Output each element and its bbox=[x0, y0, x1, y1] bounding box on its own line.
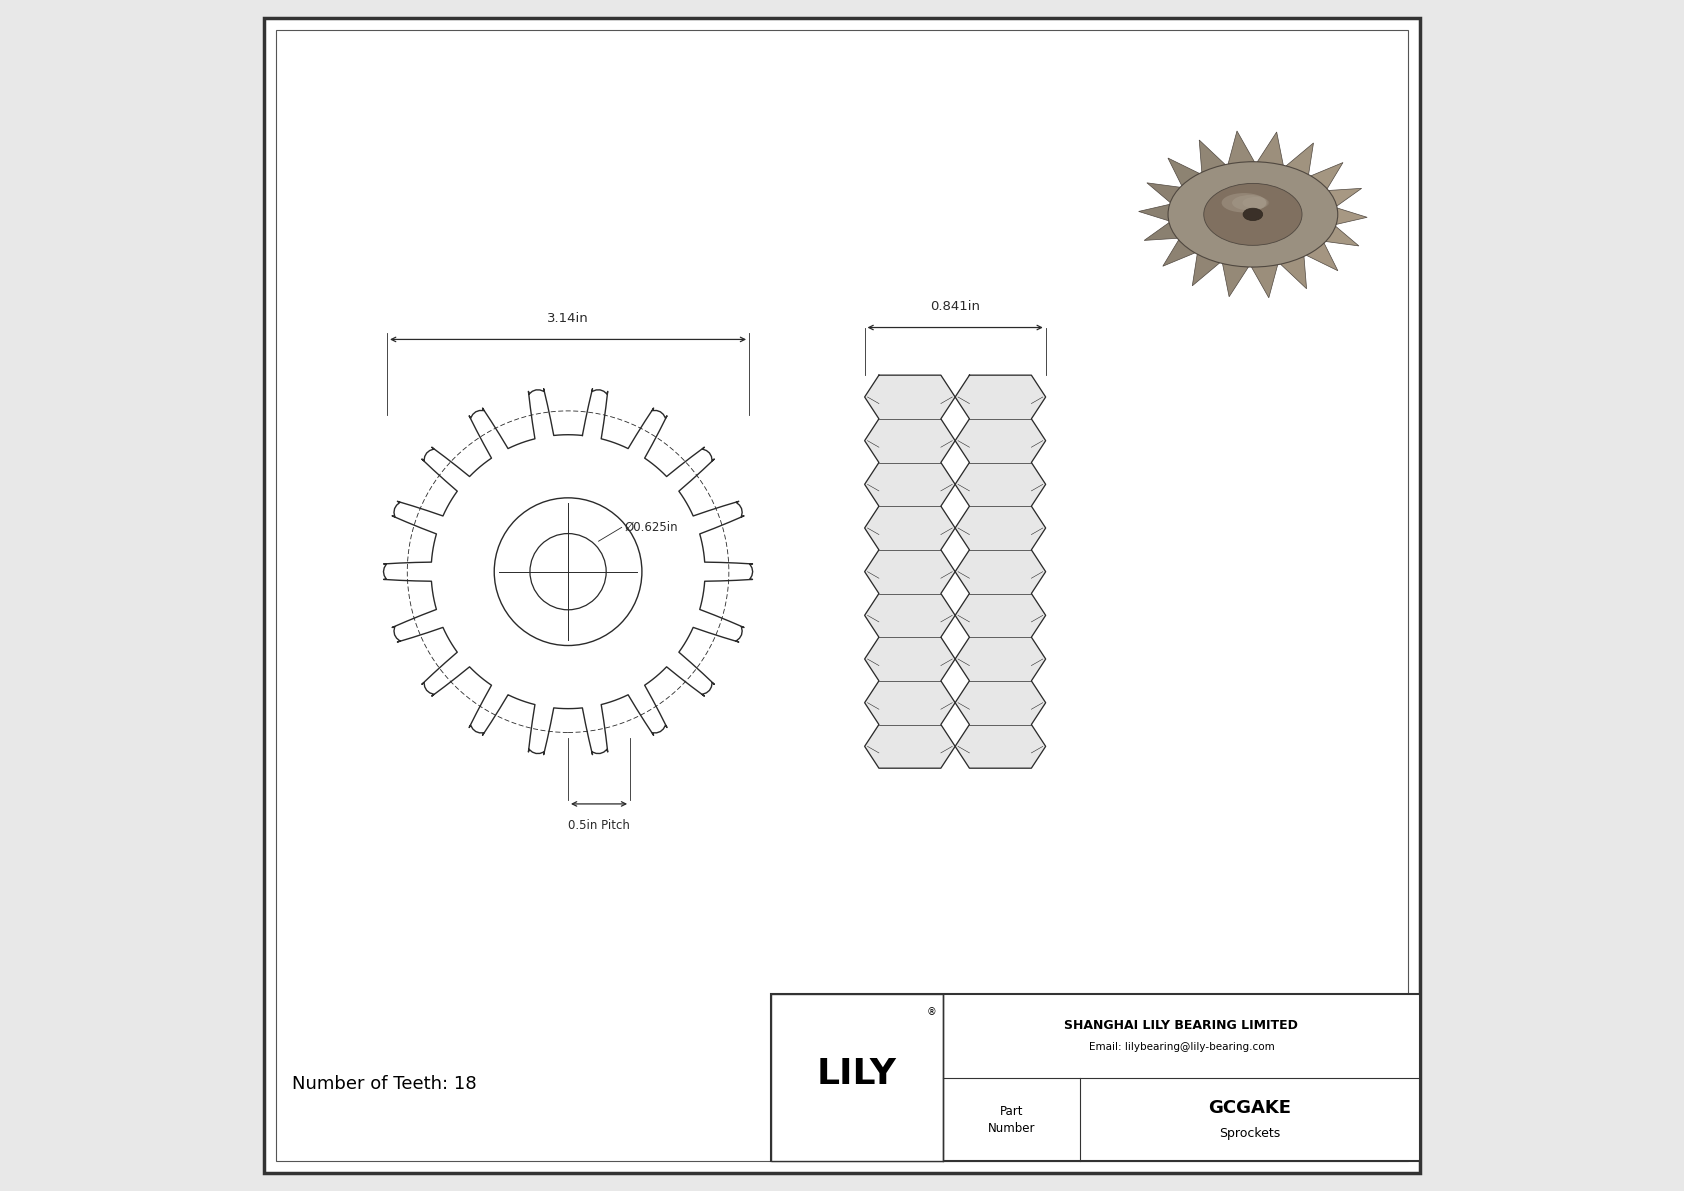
Text: Part
Number: Part Number bbox=[989, 1104, 1036, 1135]
Text: Ø0.625in: Ø0.625in bbox=[625, 520, 677, 534]
Polygon shape bbox=[1251, 264, 1278, 298]
Ellipse shape bbox=[1243, 197, 1270, 208]
Polygon shape bbox=[1280, 256, 1307, 288]
Polygon shape bbox=[1329, 188, 1362, 206]
Polygon shape bbox=[1325, 226, 1359, 245]
Polygon shape bbox=[1307, 243, 1337, 270]
Polygon shape bbox=[1143, 223, 1177, 241]
Polygon shape bbox=[955, 375, 1046, 768]
Polygon shape bbox=[1147, 183, 1180, 202]
Polygon shape bbox=[1258, 132, 1283, 166]
Polygon shape bbox=[1223, 263, 1248, 297]
Polygon shape bbox=[1162, 239, 1196, 267]
Polygon shape bbox=[1192, 254, 1219, 286]
Polygon shape bbox=[864, 375, 955, 768]
Ellipse shape bbox=[1233, 195, 1268, 211]
Polygon shape bbox=[1310, 162, 1344, 189]
Ellipse shape bbox=[1204, 183, 1302, 245]
Text: 0.841in: 0.841in bbox=[930, 300, 980, 313]
Text: Sprockets: Sprockets bbox=[1219, 1128, 1280, 1140]
Ellipse shape bbox=[1221, 193, 1266, 212]
Text: GCGAKE: GCGAKE bbox=[1209, 1098, 1292, 1117]
Text: Number of Teeth: 18: Number of Teeth: 18 bbox=[291, 1074, 477, 1093]
Polygon shape bbox=[1287, 143, 1314, 175]
Bar bbox=[771, 994, 943, 1161]
Text: ®: ® bbox=[926, 1008, 936, 1017]
Text: SHANGHAI LILY BEARING LIMITED: SHANGHAI LILY BEARING LIMITED bbox=[1064, 1019, 1298, 1031]
Text: 3.14in: 3.14in bbox=[547, 312, 589, 325]
Polygon shape bbox=[1169, 158, 1199, 186]
Polygon shape bbox=[1199, 141, 1226, 173]
Text: LILY: LILY bbox=[817, 1058, 898, 1091]
Text: 0.5in Pitch: 0.5in Pitch bbox=[568, 819, 630, 833]
Polygon shape bbox=[1228, 131, 1255, 164]
Ellipse shape bbox=[1169, 162, 1337, 267]
Polygon shape bbox=[1335, 208, 1367, 224]
Text: Email: lilybearing@lily-bearing.com: Email: lilybearing@lily-bearing.com bbox=[1088, 1042, 1275, 1052]
Ellipse shape bbox=[1243, 208, 1263, 220]
Bar bbox=[771, 994, 1420, 1161]
Polygon shape bbox=[1138, 205, 1170, 220]
